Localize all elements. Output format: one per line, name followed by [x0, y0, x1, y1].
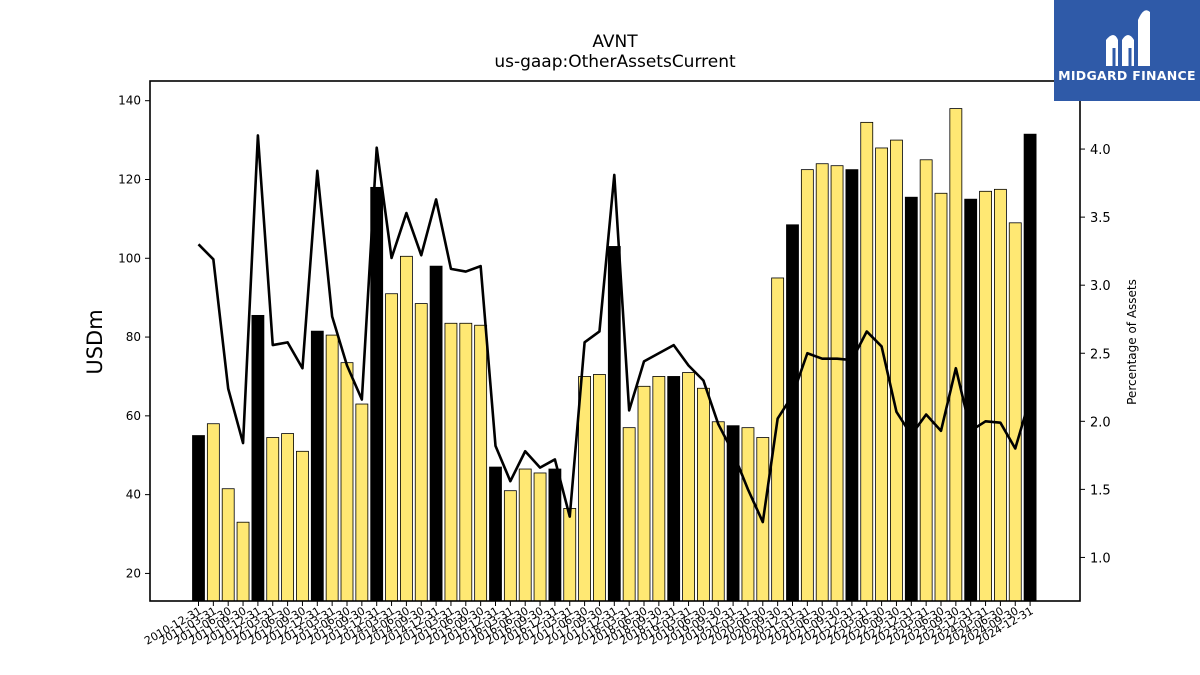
- logo-text: MIDGARD FINANCE: [1058, 68, 1196, 83]
- chart-title: AVNT: [592, 32, 638, 52]
- x-axis-ticks: 2010-12-312011-03-312011-06-302011-09-30…: [142, 601, 1036, 648]
- y2-tick-label: 4.0: [1090, 143, 1111, 158]
- bar-quarterly: [503, 490, 517, 602]
- logo-mark-icon: [1106, 10, 1150, 66]
- y-tick-label: 60: [126, 409, 141, 423]
- bar-quarterly: [593, 374, 606, 602]
- bar-annual: [192, 435, 205, 602]
- bar-quarterly: [236, 521, 250, 602]
- bar-quarterly: [474, 324, 488, 602]
- bar-quarterly: [206, 423, 220, 602]
- bar-quarterly: [979, 190, 992, 602]
- y-tick-label: 100: [118, 251, 141, 265]
- bar-annual: [607, 246, 621, 602]
- y-tick-label: 40: [126, 488, 141, 502]
- bar-quarterly: [697, 387, 710, 602]
- bar-quarterly: [533, 472, 547, 602]
- bar-annual: [964, 198, 978, 602]
- plot-frame: [149, 80, 1081, 602]
- bar-quarterly: [444, 322, 458, 602]
- bar-quarterly: [800, 169, 814, 602]
- y2-axis-ticks: 1.0 1.5 2.0 2.5 3.0 3.5 4.0: [1080, 143, 1111, 566]
- bar-annual: [310, 330, 324, 602]
- bar-quarterly: [459, 322, 473, 602]
- bar-annual: [489, 466, 502, 602]
- axes: [149, 80, 1081, 602]
- bar-annual: [845, 169, 859, 602]
- percentage-line: [197, 134, 1032, 524]
- y2-tick-label: 3.5: [1090, 211, 1111, 226]
- bar-quarterly: [741, 427, 755, 602]
- bar-quarterly: [934, 192, 948, 602]
- bar-quarterly: [414, 303, 428, 602]
- y-tick-label: 140: [118, 94, 141, 108]
- bar-quarterly: [563, 508, 577, 602]
- bar-quarterly: [637, 385, 651, 602]
- y-tick-label: 20: [126, 566, 141, 580]
- bar-quarterly: [340, 362, 354, 602]
- bar-quarterly: [815, 163, 829, 602]
- bar-quarterly: [325, 334, 339, 602]
- y2-tick-label: 2.0: [1090, 415, 1111, 430]
- bar-quarterly: [266, 437, 280, 602]
- bar-quarterly: [221, 488, 235, 602]
- y2-tick-label: 3.0: [1090, 279, 1111, 294]
- bar-quarterly: [578, 376, 591, 602]
- bar-quarterly: [1008, 222, 1022, 602]
- bar-quarterly: [890, 139, 903, 602]
- bar-quarterly: [622, 427, 636, 602]
- bar-quarterly: [652, 376, 666, 602]
- y2-tick-label: 1.0: [1090, 551, 1111, 566]
- bar-quarterly: [682, 372, 695, 602]
- bar-annual: [251, 314, 265, 602]
- bar-annual: [429, 265, 443, 602]
- bar-quarterly: [949, 108, 963, 602]
- bar-quarterly: [355, 403, 369, 602]
- bar-quarterly: [518, 468, 532, 602]
- chart-subtitle: us-gaap:OtherAssetsCurrent: [494, 52, 736, 72]
- y2-tick-label: 2.5: [1090, 347, 1111, 362]
- bar-quarterly: [860, 121, 874, 602]
- y-tick-label: 120: [118, 172, 141, 186]
- bar-quarterly: [994, 188, 1007, 602]
- bar-quarterly: [296, 450, 309, 602]
- y2-tick-label: 1.5: [1090, 483, 1111, 498]
- y2-axis-label: Percentage of Assets: [1125, 279, 1139, 405]
- bar-annual: [1023, 133, 1037, 602]
- bar-annual: [548, 468, 562, 602]
- bar-quarterly: [385, 293, 398, 602]
- y-tick-label: 80: [126, 330, 141, 344]
- bar-annual: [786, 224, 799, 602]
- line-series: [197, 134, 1032, 524]
- bar-quarterly: [281, 433, 295, 602]
- y-axis-label: USDm: [83, 309, 107, 374]
- bar-annual: [904, 196, 918, 602]
- bar-quarterly: [919, 159, 933, 602]
- y-axis-ticks: 20 40 60 80 100 120 140: [118, 94, 150, 580]
- bar-annual: [370, 186, 384, 602]
- bar-quarterly: [711, 421, 725, 602]
- bar-quarterly: [875, 147, 888, 602]
- midgard-finance-logo: MIDGARD FINANCE: [1054, 0, 1200, 101]
- bar-series: [192, 108, 1037, 602]
- bar-quarterly: [399, 255, 413, 602]
- bar-quarterly: [830, 165, 844, 602]
- bar-annual: [667, 376, 681, 602]
